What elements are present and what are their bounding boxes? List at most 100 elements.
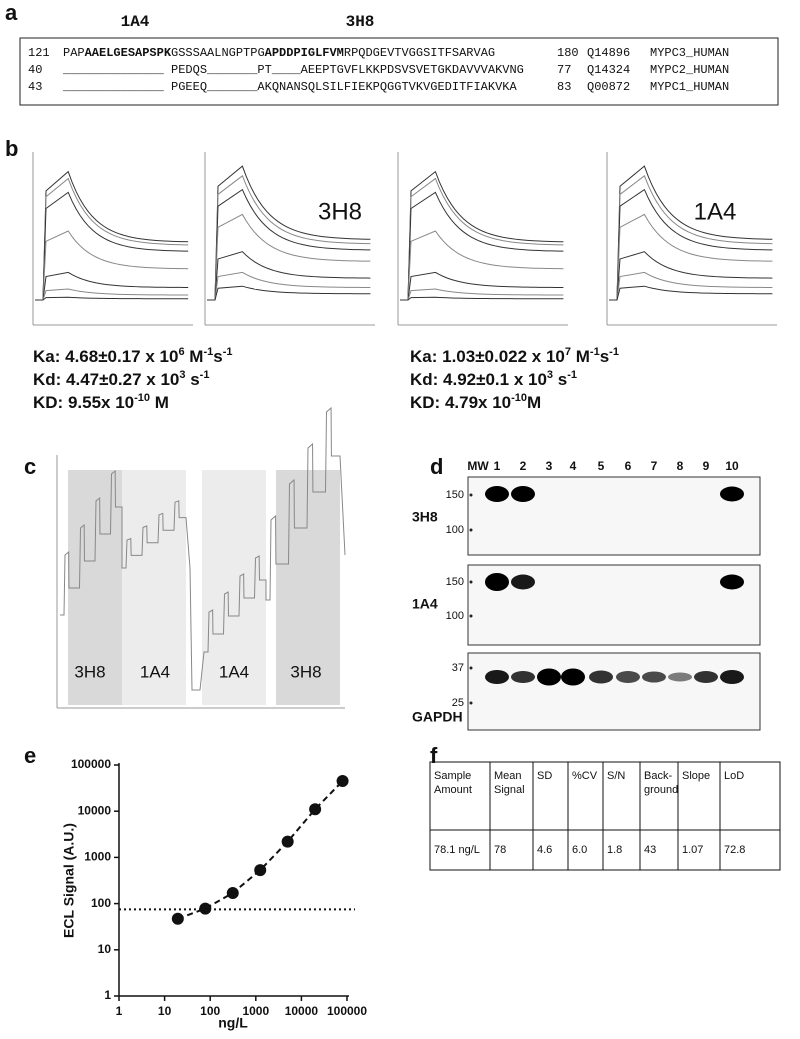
sequence-segment: GSSSAALNGPTPG [171, 46, 265, 60]
injection-region [122, 470, 186, 705]
sensorgram-curve [35, 296, 189, 301]
blot-membrane [467, 652, 761, 731]
table-header: %CV [572, 770, 598, 782]
sensorgram-curve [400, 230, 564, 301]
injection-region [276, 470, 340, 705]
panel-label: b [5, 136, 18, 161]
sequence: PAPAAELGESAPSPKGSSSAALNGPTPGAPDDPIGLFVMR… [63, 46, 495, 60]
table-cell: 6.0 [572, 844, 587, 856]
y-tick-label: 1000 [84, 850, 111, 864]
blot-row-label: 3H8 [412, 509, 438, 525]
lane-label: 9 [703, 459, 710, 473]
table-border [429, 761, 781, 871]
mw-band [469, 666, 473, 670]
data-point [226, 886, 239, 899]
sensorgram-curve [400, 271, 564, 301]
protein-band [485, 486, 509, 502]
sensorgram-curve [207, 175, 371, 301]
mw-band [469, 701, 473, 705]
lane-label: 8 [677, 459, 684, 473]
mw-marker: 150 [446, 576, 464, 588]
protein-band [694, 671, 718, 683]
y-tick-label: 1 [104, 988, 111, 1002]
sequence-segment: ______________ PEDQS_______PT____AEEPTGV… [62, 63, 524, 77]
x-tick-label: 1000 [242, 1004, 269, 1018]
accession: Q14324 [587, 63, 630, 77]
protein-name: MYPC2_HUMAN [650, 63, 729, 77]
data-point [199, 902, 212, 915]
protein-band [537, 668, 561, 686]
kinetic-constant: Ka: 1.03±0.022 x 107 M-1s-1 [410, 346, 619, 367]
kinetic-text: M [571, 347, 590, 366]
panel-label: d [430, 454, 443, 479]
table-header: Mean Signal [494, 770, 525, 796]
mw-band [469, 614, 473, 618]
sensorgram-curve [35, 177, 189, 301]
protein-band [720, 486, 744, 502]
table-cell: 1.8 [607, 844, 622, 856]
residue-start: 40 [28, 63, 42, 77]
sensorgram-curve [35, 271, 189, 301]
lane-label: 6 [625, 459, 632, 473]
sensorgram-curve [609, 175, 773, 301]
antibody-label: 3H8 [74, 662, 105, 681]
kinetic-text: M [185, 347, 204, 366]
sensorgram-curve [207, 251, 371, 301]
protein-band [720, 574, 744, 590]
epitope-label: 1A4 [121, 13, 150, 31]
antibody-label: 3H8 [318, 198, 362, 225]
table-cell: 78 [494, 844, 506, 856]
superscript: -1 [609, 346, 619, 358]
sensorgram-curve [207, 165, 371, 301]
superscript: 7 [565, 346, 571, 358]
protein-band [668, 672, 692, 682]
lane-label: 1 [494, 459, 501, 473]
blot-membrane [467, 476, 761, 556]
protein-band [511, 486, 535, 502]
x-tick-label: 10 [158, 1004, 172, 1018]
kinetic-constant: Kd: 4.92±0.1 x 103 s-1 [410, 369, 577, 390]
y-axis-label: ECL Signal (A.U.) [61, 823, 77, 938]
mw-marker: 100 [446, 610, 464, 622]
table-header: Slope [682, 770, 710, 782]
kinetic-constant: KD: 4.79x 10-10M [410, 392, 541, 413]
lane-label: MW [467, 459, 489, 473]
protein-band [616, 671, 640, 683]
sequence-segment: APDDPIGLFVM [265, 46, 344, 60]
mw-band [469, 580, 473, 584]
data-point [254, 864, 267, 877]
table-cell: 72.8 [724, 844, 745, 856]
residue-start: 121 [28, 46, 50, 60]
sensorgram-curve [400, 288, 564, 301]
sequence: ______________ PGEEQ_______AKQNANSQLSILF… [62, 80, 517, 94]
lane-label: 7 [651, 459, 658, 473]
mw-band [469, 493, 473, 497]
panel-label: e [24, 743, 36, 768]
kinetic-text: KD: 9.55x 10 [33, 393, 134, 412]
sequence-box [19, 37, 779, 106]
table-cell: 78.1 ng/L [434, 844, 480, 856]
kinetic-text: s [213, 347, 222, 366]
table-cell: 43 [644, 844, 656, 856]
residue-start: 43 [28, 80, 42, 94]
data-point [281, 835, 294, 848]
sequence-segment: RPQDGEVTVGGSITFSARVAG [344, 46, 495, 60]
table-header: Back-ground [644, 770, 678, 796]
antibody-label: 1A4 [219, 662, 249, 681]
data-point [336, 775, 349, 788]
superscript: -1 [200, 369, 210, 381]
blot-row-label: 1A4 [412, 596, 438, 612]
table-header: S/N [607, 770, 625, 782]
residue-end: 77 [557, 63, 571, 77]
mw-marker: 25 [452, 697, 464, 709]
lane-label: 10 [725, 459, 739, 473]
kinetic-text: KD: 4.79x 10 [410, 393, 511, 412]
sequence-segment: PAP [63, 46, 85, 60]
antibody-label: 1A4 [140, 662, 170, 681]
table-cell: 1.07 [682, 844, 703, 856]
data-point [309, 803, 322, 816]
injection-region [202, 470, 266, 705]
header-line: Sample [434, 770, 471, 782]
table-header: SD [537, 770, 552, 782]
